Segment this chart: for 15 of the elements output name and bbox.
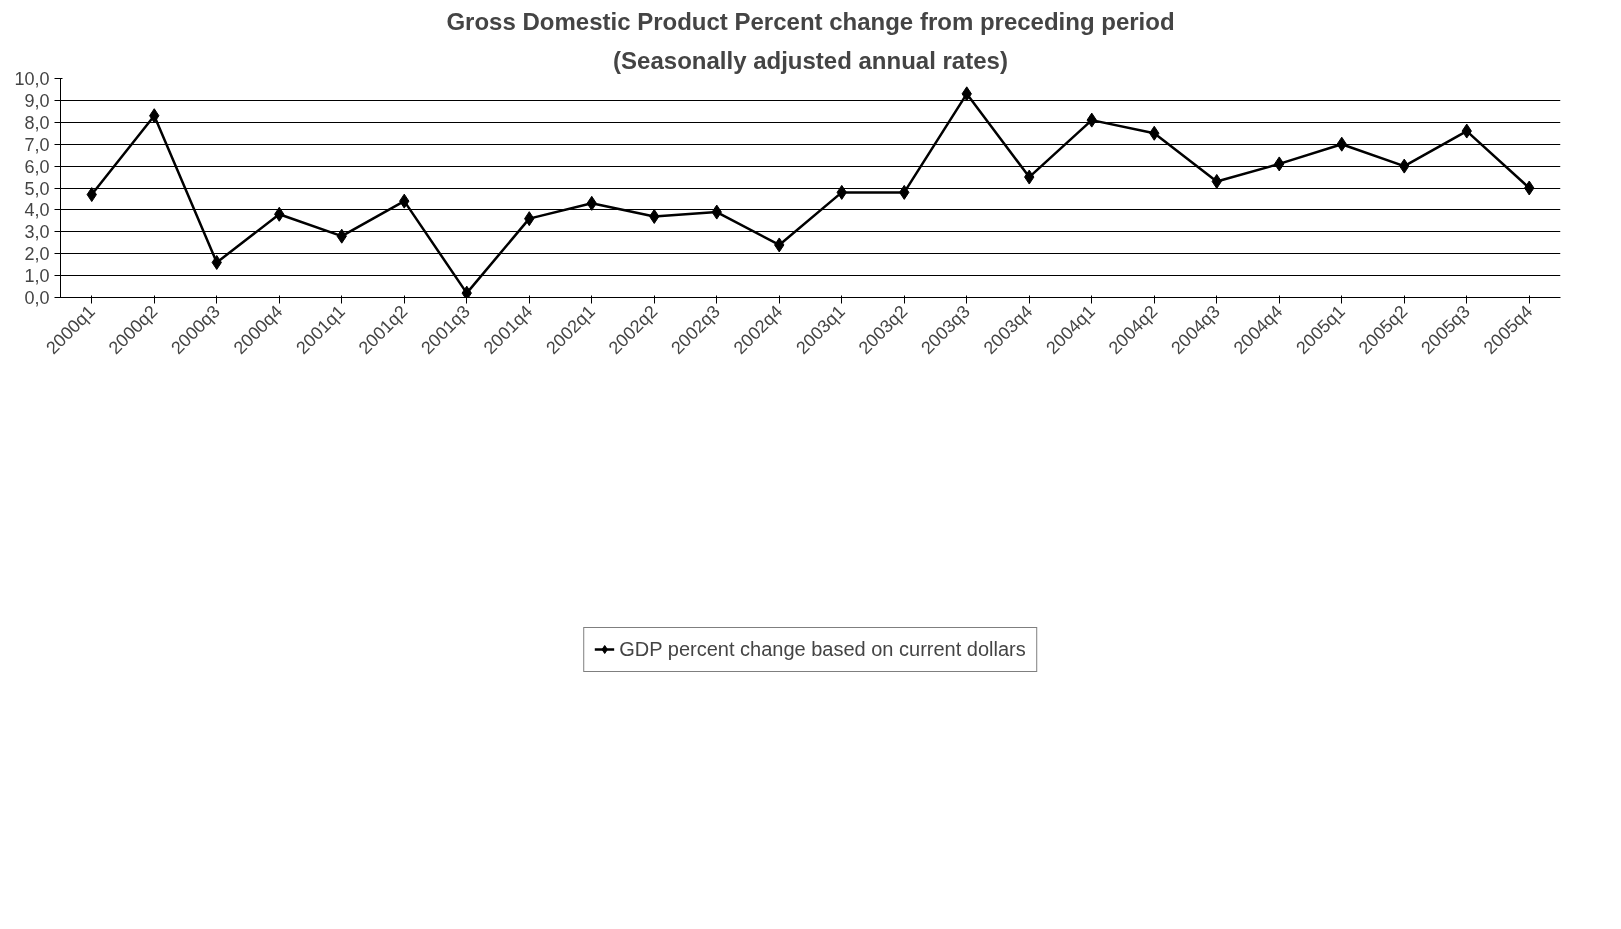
y-tick-label: 0,0 bbox=[24, 288, 50, 308]
y-tick-label: 2,0 bbox=[24, 244, 50, 265]
y-tick-label: 6,0 bbox=[24, 156, 50, 177]
y-tick-label: 3,0 bbox=[24, 222, 50, 243]
chart-title: Gross Domestic Product Percent change from preceding period bbox=[446, 7, 1175, 35]
chart-subtitle: (Seasonally adjusted annual rates) bbox=[613, 46, 1008, 74]
y-tick-label: 9,0 bbox=[24, 90, 50, 111]
y-tick-label: 5,0 bbox=[24, 178, 50, 199]
point bbox=[461, 285, 472, 298]
y-tick-label: 8,0 bbox=[24, 112, 50, 133]
legend-label: GDP percent change based on current dollars bbox=[619, 637, 1026, 661]
y-tick-label: 7,0 bbox=[24, 134, 50, 155]
y-tick-label: 4,0 bbox=[24, 200, 50, 221]
y-tick-label: 10,0 bbox=[14, 69, 50, 89]
y-tick-label: 1,0 bbox=[24, 266, 50, 287]
